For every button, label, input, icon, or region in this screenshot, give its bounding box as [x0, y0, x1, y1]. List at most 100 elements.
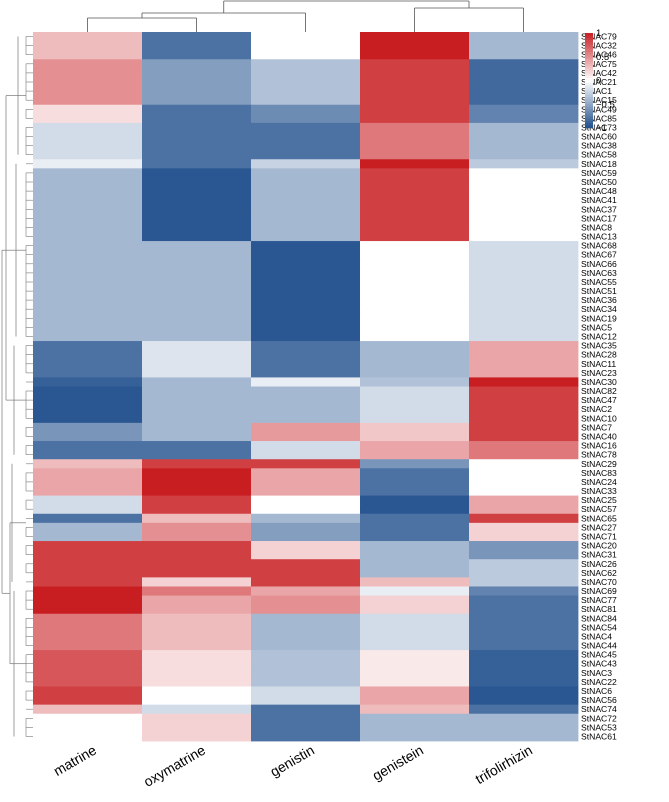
row-label: StNAC35 [581, 341, 617, 351]
heatmap-cell [360, 522, 470, 533]
heatmap-cell [142, 613, 252, 624]
row-label: StNAC41 [581, 195, 617, 205]
heatmap-cell [142, 241, 252, 251]
heatmap-cell [142, 704, 252, 715]
heatmap-cell [33, 413, 143, 424]
heatmap-cell [360, 113, 470, 124]
heatmap-cell [142, 159, 252, 169]
heatmap-cell [360, 731, 470, 742]
heatmap-cell [469, 104, 579, 115]
heatmap-cell [251, 150, 361, 160]
heatmap-cell [33, 231, 143, 242]
heatmap-cell [142, 359, 252, 369]
heatmap-cell [142, 122, 252, 133]
heatmap-cell [251, 95, 361, 106]
heatmap-cells [33, 32, 579, 742]
heatmap-cell [360, 422, 470, 433]
heatmap-cell [360, 231, 470, 242]
heatmap-cell [142, 386, 252, 396]
heatmap-cell [142, 668, 252, 678]
heatmap-cell [33, 177, 143, 187]
heatmap-cell [360, 50, 470, 60]
heatmap-cell [360, 686, 470, 696]
heatmap-cell [469, 341, 579, 351]
row-label: StNAC70 [581, 577, 617, 587]
heatmap-cell [469, 477, 579, 487]
heatmap-cell [469, 577, 579, 587]
heatmap-cell [360, 341, 470, 351]
row-label: StNAC48 [581, 186, 617, 196]
legend-gradient-step [585, 109, 593, 112]
heatmap-cell [251, 313, 361, 324]
heatmap-cell [251, 322, 361, 333]
row-label: StNAC46 [581, 50, 617, 60]
heatmap-cell [360, 631, 470, 642]
heatmap-cell [251, 50, 361, 60]
heatmap-cell [33, 559, 143, 569]
row-label: StNAC1 [581, 86, 612, 96]
row-label: StNAC16 [581, 441, 617, 451]
heatmap-cell [33, 331, 143, 342]
heatmap-cell [469, 259, 579, 269]
heatmap-cell [360, 450, 470, 460]
heatmap-cell [251, 704, 361, 715]
heatmap-cell [251, 204, 361, 215]
heatmap-cell [33, 122, 143, 133]
heatmap-cell [469, 650, 579, 660]
heatmap-cell [33, 59, 143, 69]
heatmap-cell [251, 504, 361, 515]
legend-gradient-step [585, 116, 593, 119]
legend-gradient-step [585, 68, 593, 72]
legend-gradient-step [585, 80, 593, 84]
heatmap-cell [251, 259, 361, 269]
row-label: StNAC27 [581, 522, 617, 532]
heatmap-cell [251, 32, 361, 42]
heatmap-cell [33, 241, 143, 251]
heatmap-cell [469, 441, 579, 451]
heatmap-cell [142, 213, 252, 224]
heatmap-cell [142, 277, 252, 287]
heatmap-cell [33, 395, 143, 406]
heatmap-cell [142, 604, 252, 615]
heatmap-cell [469, 268, 579, 278]
row-label: StNAC3 [581, 668, 612, 678]
heatmap-cell [142, 559, 252, 569]
heatmap-cell [251, 386, 361, 396]
heatmap-cell [360, 486, 470, 496]
heatmap-cell [360, 77, 470, 87]
heatmap-cell [469, 422, 579, 433]
heatmap-cell [360, 195, 470, 206]
heatmap-cell [251, 622, 361, 633]
heatmap-cell [469, 722, 579, 733]
heatmap-cell [469, 459, 579, 469]
heatmap-cell [469, 131, 579, 142]
heatmap-cell [360, 268, 470, 278]
row-label: StNAC29 [581, 459, 617, 469]
heatmap-cell [360, 577, 470, 587]
row-label: StNAC23 [581, 368, 617, 378]
row-label: StNAC59 [581, 168, 617, 178]
row-label: StNAC37 [581, 204, 617, 214]
row-label: StNAC33 [581, 486, 617, 496]
row-label: StNAC28 [581, 350, 617, 360]
heatmap-cell [360, 677, 470, 687]
row-dendrogram [1, 36, 33, 737]
heatmap-cell [469, 686, 579, 696]
heatmap-cell [251, 613, 361, 624]
heatmap-cell [142, 677, 252, 687]
heatmap-cell [33, 577, 143, 587]
legend-tick-label: 1 [596, 28, 601, 39]
heatmap-cell [142, 504, 252, 515]
legend-gradient-step [585, 33, 593, 36]
legend-gradient-step [585, 85, 593, 88]
heatmap-cell [251, 450, 361, 460]
column-label: oxymatrine [141, 742, 208, 790]
heatmap-cell [251, 213, 361, 224]
heatmap-cell [469, 613, 579, 624]
heatmap-cell [251, 695, 361, 706]
heatmap-cell [142, 541, 252, 551]
legend-gradient-step [585, 104, 593, 107]
heatmap-cell [142, 641, 252, 651]
heatmap-cell [251, 168, 361, 178]
